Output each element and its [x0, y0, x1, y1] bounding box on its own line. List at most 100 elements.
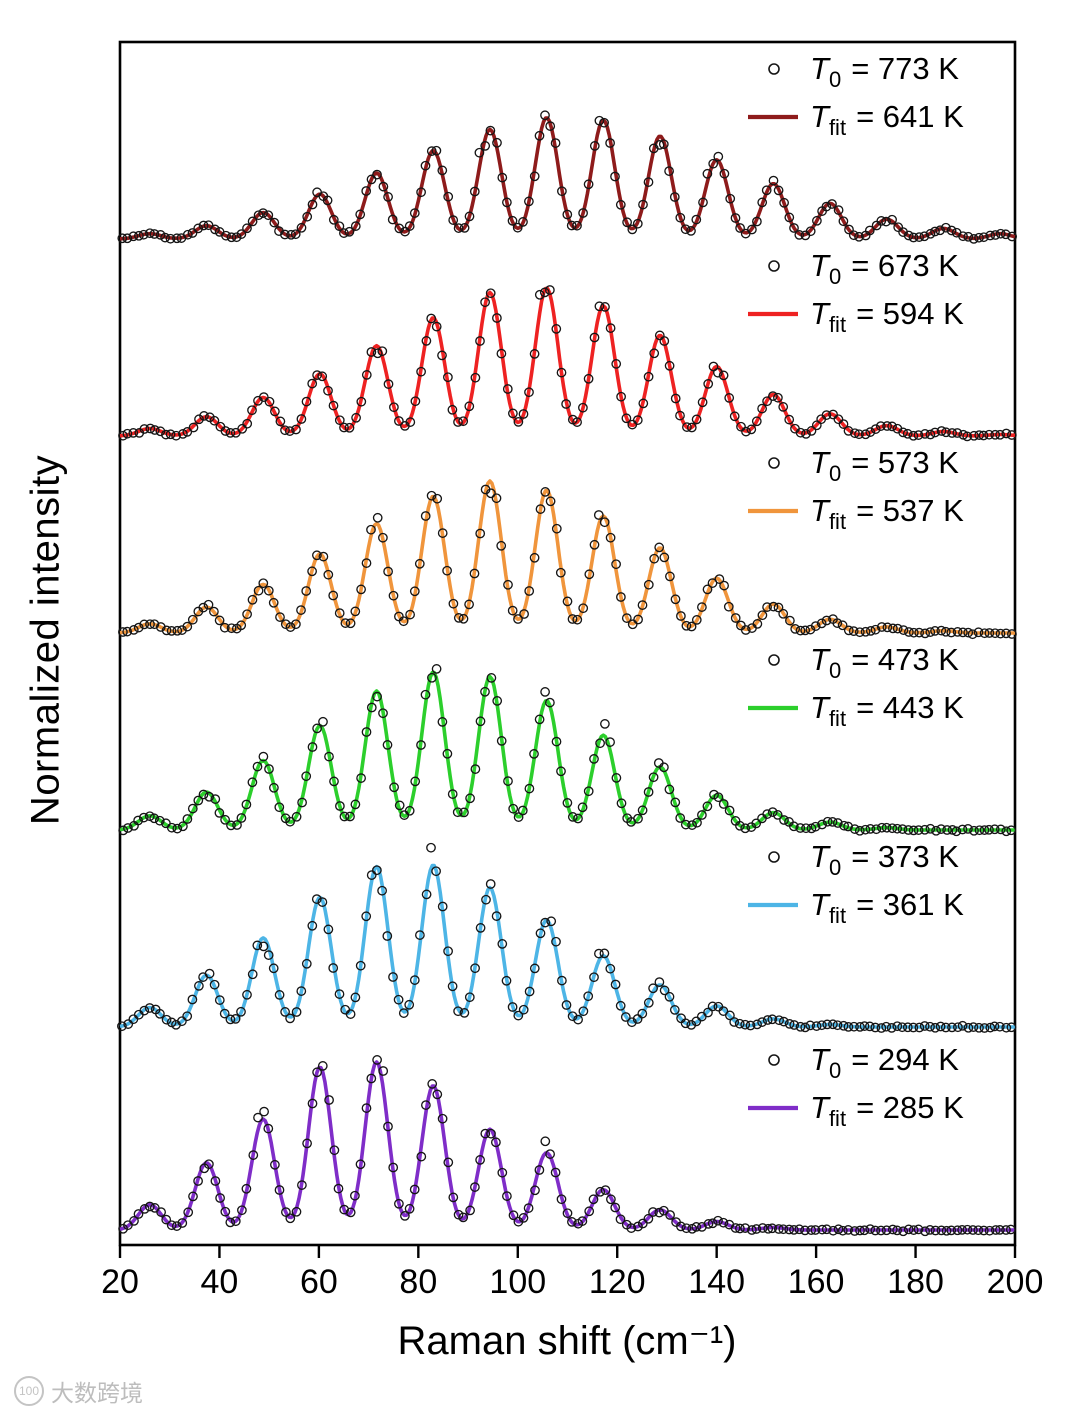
data-point	[995, 429, 1005, 440]
data-point	[129, 1216, 139, 1226]
data-point	[577, 1216, 588, 1226]
data-point	[128, 428, 139, 438]
data-point	[599, 117, 609, 128]
data-point	[497, 1167, 508, 1178]
x-tick-label: 160	[788, 1263, 845, 1301]
data-point	[887, 421, 897, 432]
data-point	[529, 349, 540, 359]
data-point	[259, 1106, 269, 1117]
data-point	[194, 414, 204, 425]
data-point	[724, 393, 735, 403]
data-point	[941, 427, 951, 438]
data-point	[335, 801, 345, 811]
data-point	[691, 1222, 702, 1232]
data-point	[611, 359, 622, 369]
data-point	[752, 216, 762, 227]
data-point	[291, 811, 302, 822]
data-point	[583, 179, 594, 190]
data-point	[838, 1020, 849, 1031]
data-point	[405, 417, 416, 427]
data-point	[209, 415, 220, 426]
data-point	[139, 1005, 150, 1016]
data-point	[518, 1004, 529, 1015]
data-point	[198, 602, 209, 613]
data-point	[843, 1225, 854, 1235]
data-point	[492, 313, 502, 323]
data-point	[795, 1021, 806, 1032]
data-point	[318, 716, 328, 727]
data-point	[247, 969, 258, 980]
data-point	[334, 221, 345, 232]
data-point	[864, 1021, 875, 1032]
data-point	[741, 426, 751, 437]
data-point	[155, 1008, 165, 1019]
data-point	[930, 1022, 941, 1033]
data-point	[389, 782, 399, 793]
data-point	[648, 772, 659, 783]
data-point	[658, 139, 669, 150]
data-point	[409, 975, 420, 985]
data-point	[312, 550, 322, 561]
data-point	[925, 429, 936, 440]
data-point	[1001, 628, 1011, 639]
data-point	[979, 1023, 990, 1033]
data-point	[284, 426, 295, 436]
data-point	[848, 230, 859, 241]
data-point	[854, 627, 865, 638]
data-point	[301, 771, 312, 782]
data-point	[122, 233, 133, 244]
data-point	[317, 1061, 328, 1071]
data-point	[687, 820, 697, 830]
data-point	[664, 991, 675, 1002]
data-point	[925, 1225, 935, 1235]
data-point	[312, 370, 322, 380]
watermark: 100 大数跨境	[14, 1374, 143, 1408]
data-point	[914, 1022, 925, 1033]
data-point	[372, 1055, 382, 1065]
data-point	[637, 1008, 648, 1019]
watermark-text: 大数跨境	[51, 1380, 143, 1406]
data-point	[485, 288, 496, 299]
data-point	[551, 936, 561, 947]
data-point	[296, 414, 307, 424]
data-point	[524, 783, 535, 794]
data-point	[920, 429, 930, 439]
data-point	[931, 825, 941, 836]
data-point	[725, 193, 736, 204]
data-point	[236, 620, 247, 631]
data-point	[789, 223, 799, 233]
data-point	[361, 186, 372, 196]
data-point	[778, 1224, 789, 1235]
data-point	[258, 751, 269, 762]
data-point	[486, 488, 496, 499]
data-point	[545, 496, 556, 507]
data-point	[595, 738, 605, 749]
data-point	[691, 214, 702, 225]
data-point	[947, 1022, 957, 1033]
data-point	[919, 231, 930, 242]
data-point	[914, 232, 925, 242]
data-point	[984, 824, 994, 835]
data-point	[334, 608, 345, 618]
data-point	[800, 625, 811, 636]
data-point	[545, 121, 556, 131]
data-point	[366, 870, 377, 880]
data-point	[670, 393, 681, 404]
data-point	[339, 1204, 350, 1215]
data-point	[475, 336, 485, 346]
data-point	[778, 402, 789, 412]
data-point	[768, 391, 778, 401]
data-point	[372, 169, 382, 180]
data-point	[339, 811, 350, 822]
data-point	[703, 1007, 713, 1018]
data-point	[214, 808, 225, 818]
data-point	[230, 1216, 241, 1227]
data-point	[686, 621, 697, 632]
data-point	[508, 408, 518, 419]
plot-frame	[118, 40, 1017, 1247]
data-point	[465, 1205, 475, 1216]
data-point	[301, 958, 312, 969]
data-point	[583, 373, 594, 384]
data-point	[302, 1138, 312, 1149]
data-point	[719, 168, 730, 179]
